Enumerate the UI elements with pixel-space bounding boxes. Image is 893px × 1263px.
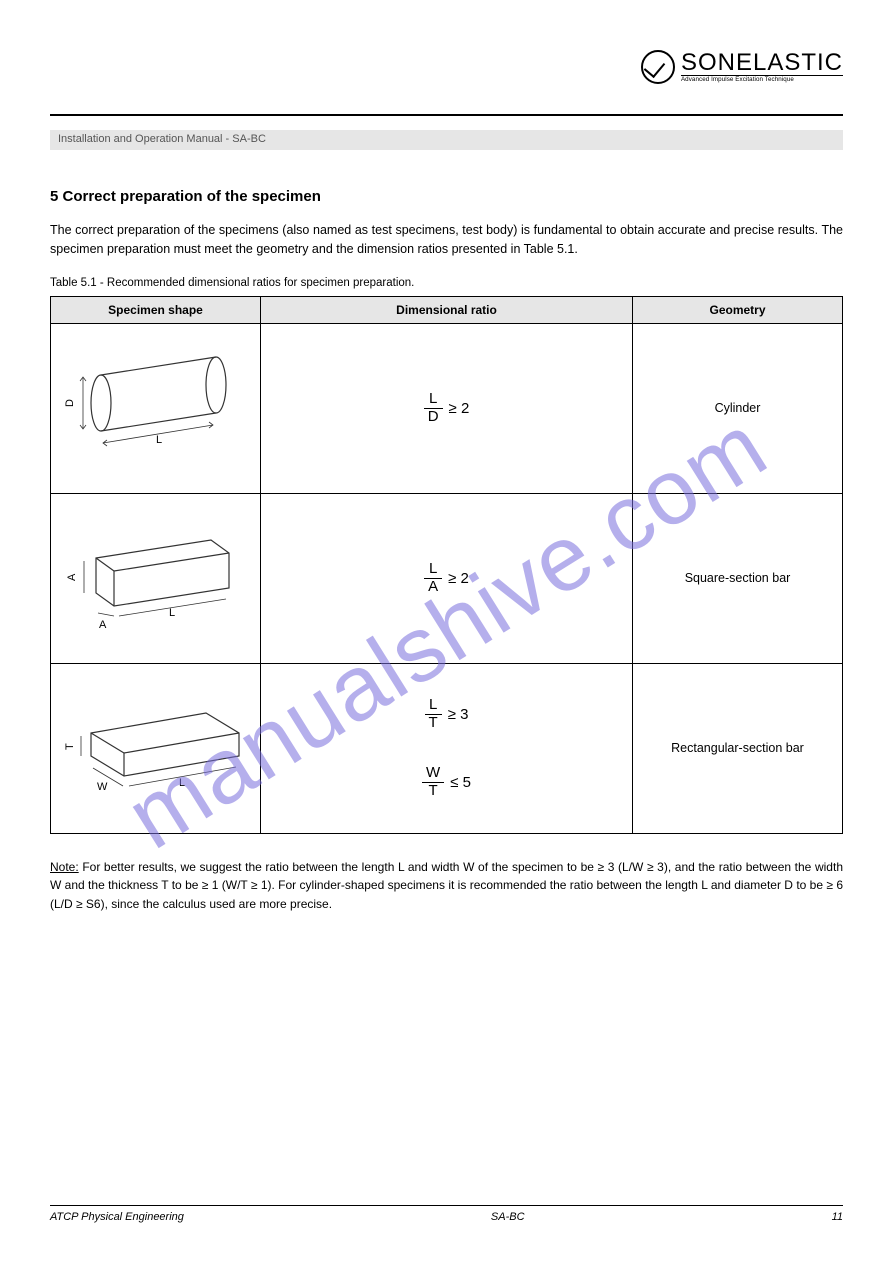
note-label: Note:	[50, 860, 79, 874]
ratio-expr: L T ≥ 3	[425, 697, 469, 731]
header-rule	[50, 114, 843, 116]
geom-rect: Rectangular-section bar	[633, 663, 843, 833]
col-geom: Geometry	[633, 296, 843, 323]
note-body: For better results, we suggest the ratio…	[50, 860, 843, 911]
shape-rect-bar-cell: T W L	[51, 663, 261, 833]
table-row: T W L L T ≥ 3	[51, 663, 843, 833]
geom-square: Square-section bar	[633, 493, 843, 663]
fraction: L T	[425, 697, 442, 731]
col-shape: Specimen shape	[51, 296, 261, 323]
brand-tagline: Advanced Impulse Excitation Technique	[681, 75, 843, 83]
page-root: manualshive.com SONELASTIC Advanced Impu…	[0, 0, 893, 1263]
svg-text:A: A	[99, 619, 107, 631]
shape-square-bar-cell: A A L	[51, 493, 261, 663]
footer-rule	[50, 1205, 843, 1206]
brand-logo: SONELASTIC Advanced Impulse Excitation T…	[641, 50, 843, 84]
dimensional-ratio-table: Specimen shape Dimensional ratio Geometr…	[50, 296, 843, 834]
ratio-cell-rect: L T ≥ 3 W T ≤ 5	[261, 663, 633, 833]
check-circle-icon	[641, 50, 675, 84]
svg-text:L: L	[156, 434, 162, 446]
ratio-cell-cylinder: L D ≥ 2	[261, 323, 633, 493]
cylinder-icon: D L	[61, 343, 251, 473]
table-caption: Table 5.1 - Recommended dimensional rati…	[50, 277, 843, 289]
square-bar-icon: A A L	[61, 513, 251, 643]
ratio-expr: L D ≥ 2	[424, 391, 470, 425]
ratio-relation: ≥ 2	[448, 570, 469, 587]
section-heading: 5 Correct preparation of the specimen	[50, 188, 843, 205]
svg-text:L: L	[179, 777, 185, 789]
svg-text:T: T	[64, 743, 76, 750]
fraction: L A	[424, 561, 442, 595]
footer-center: SA-BC	[491, 1211, 525, 1223]
svg-text:D: D	[64, 399, 76, 407]
svg-text:L: L	[169, 607, 175, 619]
ratio-expr: W T ≤ 5	[422, 765, 471, 799]
note-paragraph: Note: For better results, we suggest the…	[50, 858, 843, 914]
ratio-relation: ≥ 3	[448, 706, 469, 723]
page-footer: ATCP Physical Engineering SA-BC 11	[50, 1205, 843, 1223]
col-ratio: Dimensional ratio	[261, 296, 633, 323]
footer-right: 11	[832, 1211, 843, 1223]
brand-name: SONELASTIC	[681, 51, 843, 75]
geom-cylinder: Cylinder	[633, 323, 843, 493]
brand-text: SONELASTIC Advanced Impulse Excitation T…	[681, 51, 843, 83]
svg-text:A: A	[66, 573, 78, 581]
table-row: A A L L A ≥ 2 Square-sectio	[51, 493, 843, 663]
svg-text:W: W	[97, 781, 108, 793]
ratio-relation: ≤ 5	[450, 774, 471, 791]
rect-bar-icon: T W L	[61, 678, 251, 818]
table-row: D L L D ≥ 2 Cylinder	[51, 323, 843, 493]
fraction: W T	[422, 765, 444, 799]
page-header: SONELASTIC Advanced Impulse Excitation T…	[50, 50, 843, 110]
footer-left: ATCP Physical Engineering	[50, 1211, 184, 1223]
fraction: L D	[424, 391, 443, 425]
section-bar: Installation and Operation Manual - SA-B…	[50, 130, 843, 150]
footer-row: ATCP Physical Engineering SA-BC 11	[50, 1211, 843, 1223]
ratio-expr: L A ≥ 2	[424, 561, 469, 595]
ratio-cell-square: L A ≥ 2	[261, 493, 633, 663]
shape-cylinder-cell: D L	[51, 323, 261, 493]
intro-paragraph: The correct preparation of the specimens…	[50, 221, 843, 259]
ratio-relation: ≥ 2	[449, 400, 470, 417]
table-header-row: Specimen shape Dimensional ratio Geometr…	[51, 296, 843, 323]
